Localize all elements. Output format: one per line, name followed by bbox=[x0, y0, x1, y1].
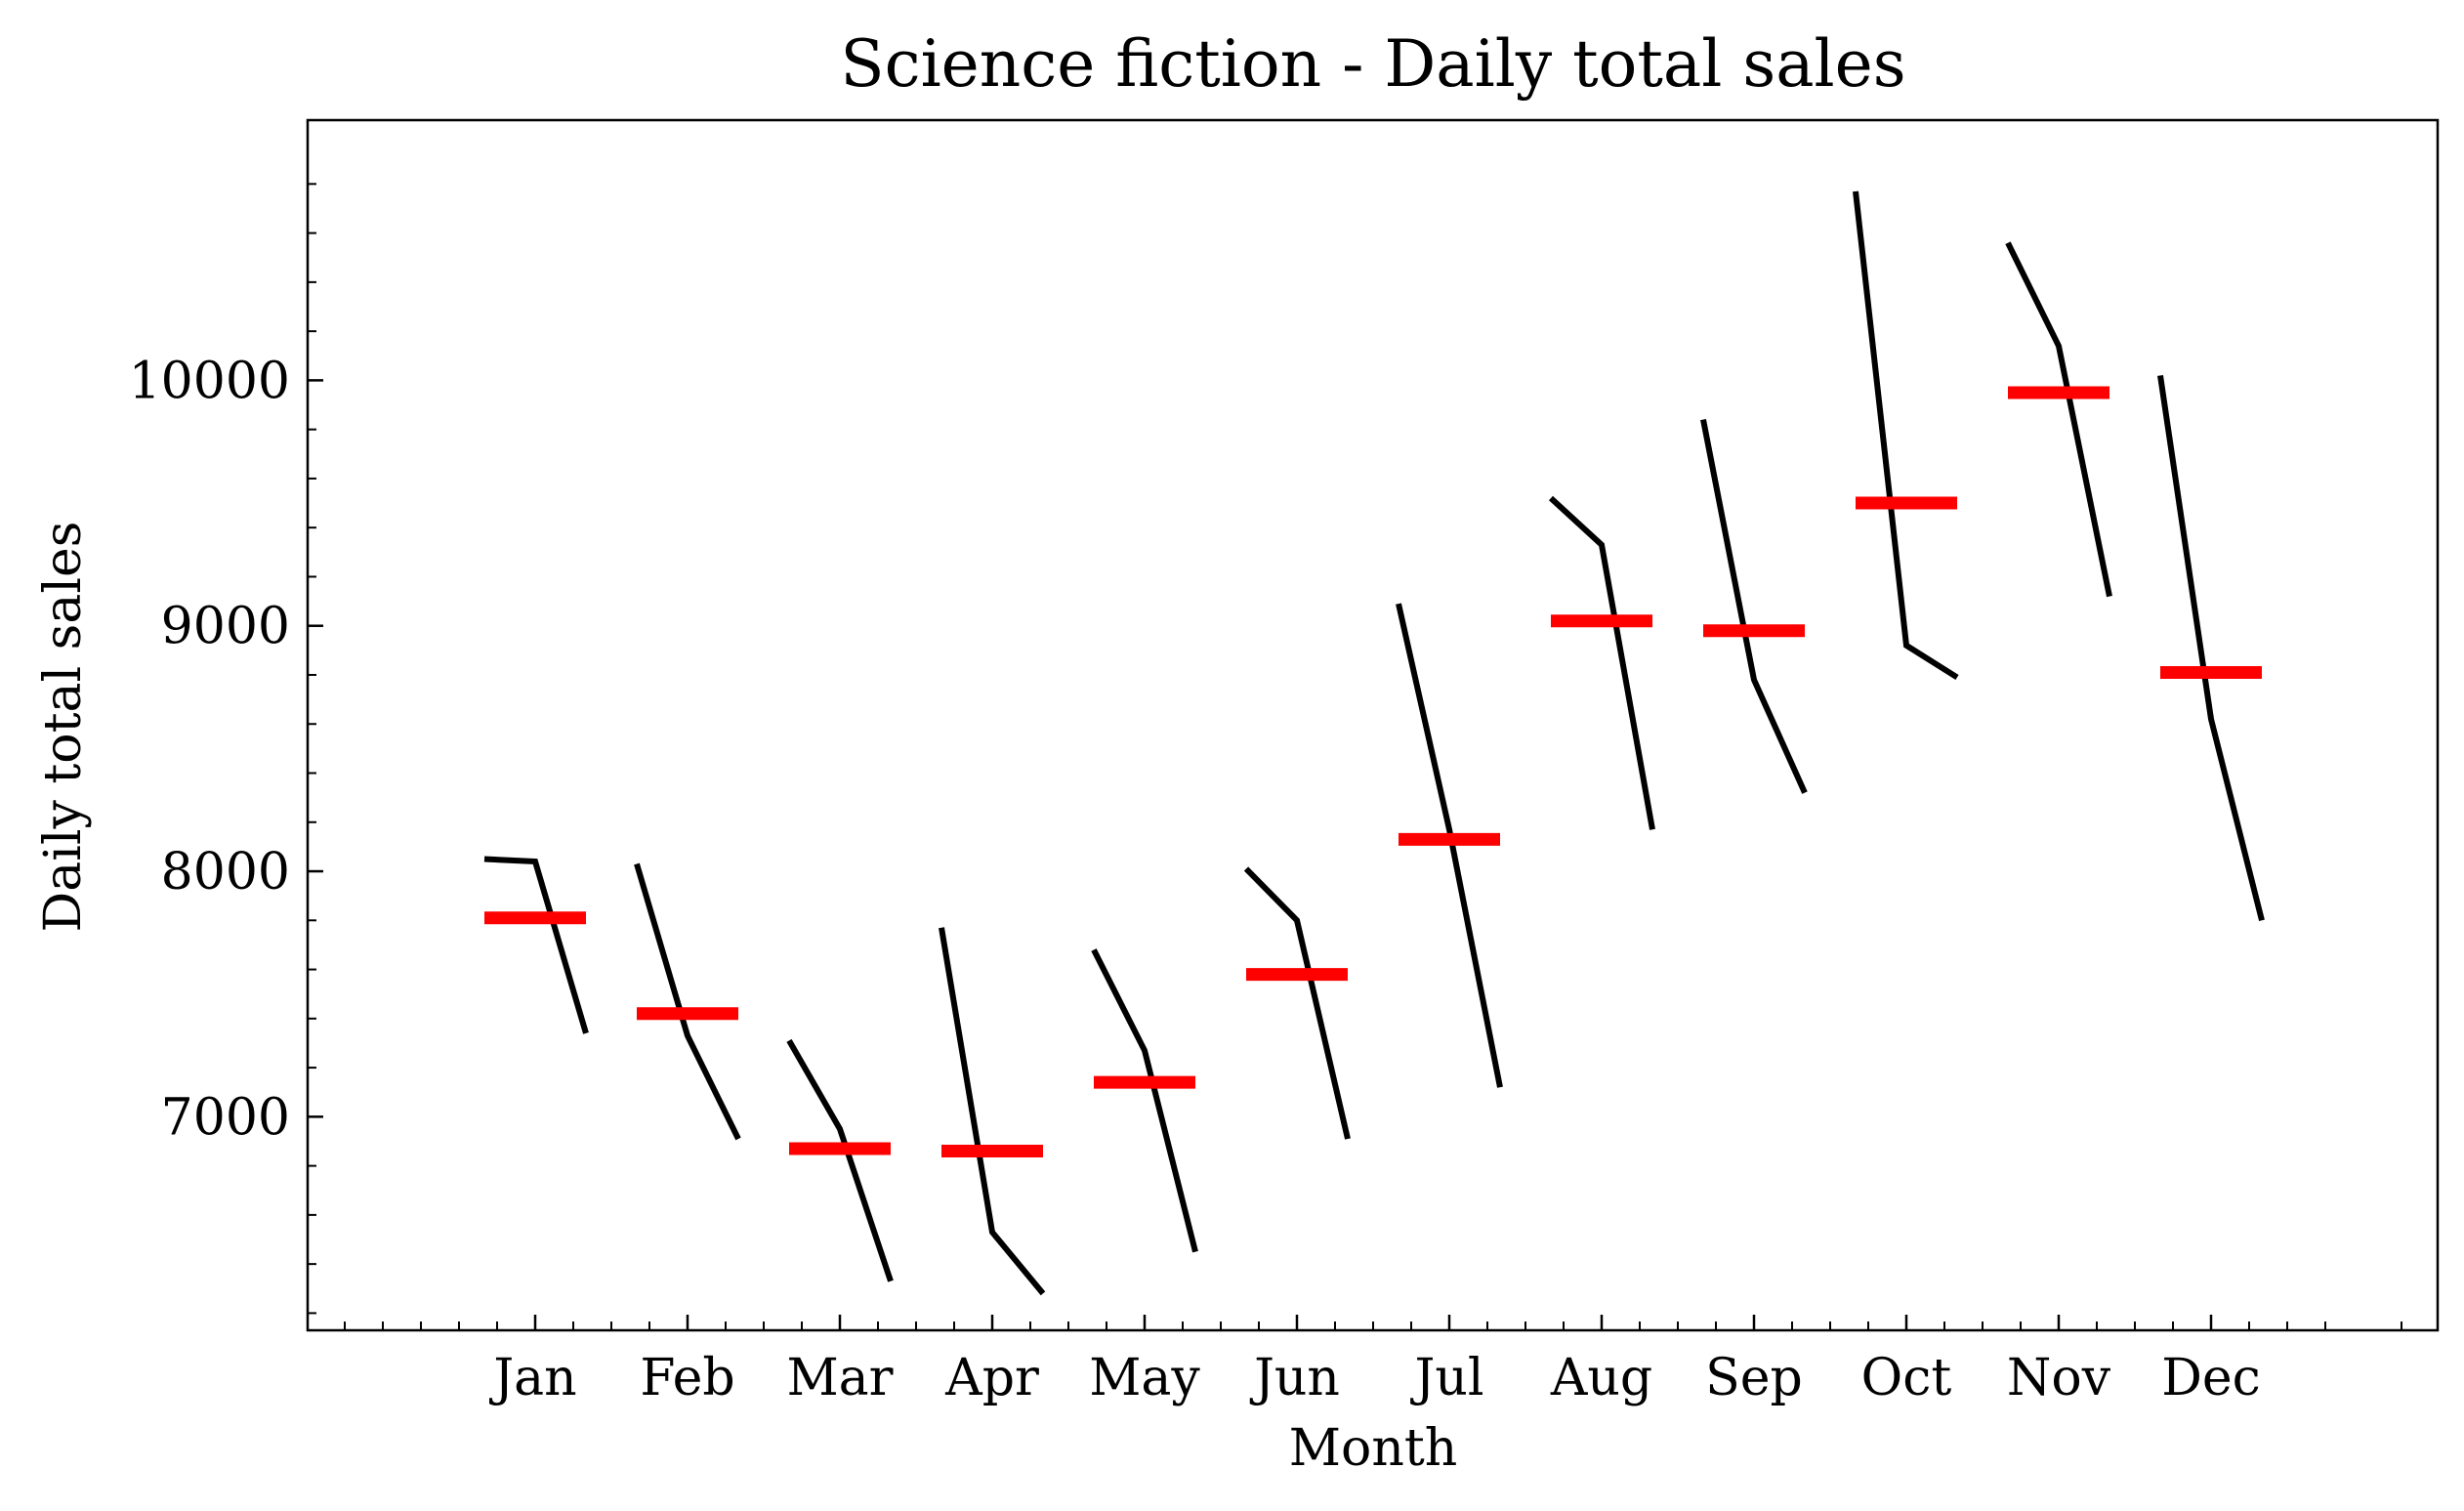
plot-area: 7000 8000 9000 10000 Jan Feb Mar Apr May Jun Jul Au… bbox=[129, 118, 2440, 1407]
x-tick-label: Jul bbox=[1410, 1349, 1484, 1407]
x-tick-label: Jan bbox=[488, 1349, 576, 1407]
x-tick-label: Aug bbox=[1550, 1349, 1652, 1407]
y-tick-label: 9000 bbox=[161, 598, 290, 656]
subseries-line-apr bbox=[939, 927, 1046, 1296]
x-tick-label: Apr bbox=[944, 1349, 1039, 1407]
y-tick-label: 10000 bbox=[129, 352, 290, 410]
x-axis-label: Month bbox=[1289, 1419, 1457, 1478]
x-tick-label: Oct bbox=[1861, 1349, 1952, 1407]
subseries-line-aug bbox=[1548, 495, 1655, 830]
plot-frame bbox=[306, 118, 2440, 1332]
y-axis-label: Daily total sales bbox=[34, 522, 93, 933]
subseries-line-mar bbox=[786, 1038, 894, 1282]
y-tick-label: 8000 bbox=[161, 843, 290, 902]
x-tick-label: Sep bbox=[1705, 1349, 1803, 1407]
x-tick-label: Dec bbox=[2161, 1349, 2261, 1407]
subseries-line-jun bbox=[1243, 866, 1351, 1140]
x-tick-label: May bbox=[1089, 1349, 1200, 1407]
subseries-line-jul bbox=[1396, 603, 1503, 1088]
subseries-line-dec bbox=[2157, 374, 2265, 922]
x-tick-label: Mar bbox=[786, 1349, 893, 1407]
subseries-line-feb bbox=[634, 862, 741, 1141]
chart-title: Science fiction - Daily total sales bbox=[840, 26, 1905, 102]
subseries-line-may bbox=[1091, 948, 1198, 1253]
subseries-line-jan bbox=[483, 856, 589, 1034]
x-tick-label: Nov bbox=[2007, 1349, 2111, 1407]
subseries-line-oct bbox=[1853, 190, 1959, 681]
subseries-line-sep bbox=[1700, 419, 1808, 794]
subseries-line-nov bbox=[2005, 241, 2112, 598]
y-tick-label: 7000 bbox=[161, 1088, 290, 1147]
x-tick-label: Feb bbox=[640, 1349, 734, 1407]
x-tick-label: Jun bbox=[1249, 1349, 1340, 1407]
